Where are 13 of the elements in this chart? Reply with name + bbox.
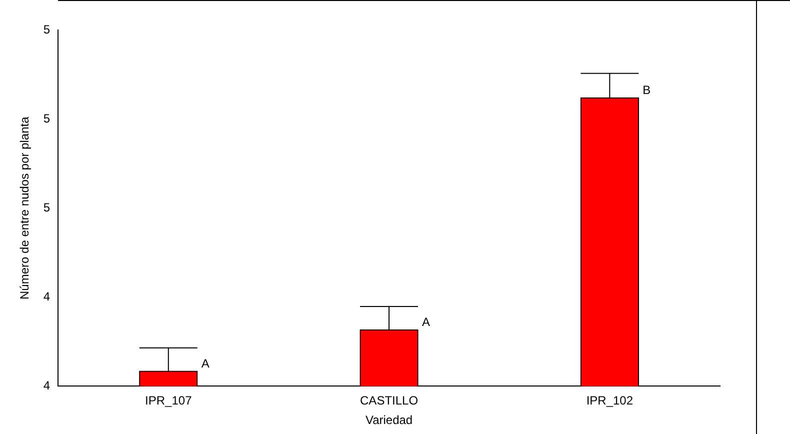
annotation: A xyxy=(422,314,430,329)
x-tick-label: CASTILLO xyxy=(360,394,418,408)
y-tick-label: 4 xyxy=(43,289,50,304)
y-axis-title: Número de entre nudos por planta xyxy=(18,116,32,300)
x-axis-title: Variedad xyxy=(365,413,413,428)
x-tick-label: IPR_102 xyxy=(586,394,634,408)
y-tick-label: 5 xyxy=(43,200,50,214)
y-tick-label: 5 xyxy=(43,111,50,126)
annotation: A xyxy=(201,356,210,370)
x-tick-label: IPR_107 xyxy=(145,394,192,408)
y-tick-label: 4 xyxy=(43,378,50,393)
y-tick-label: 5 xyxy=(43,22,50,36)
annotation: B xyxy=(642,82,651,97)
